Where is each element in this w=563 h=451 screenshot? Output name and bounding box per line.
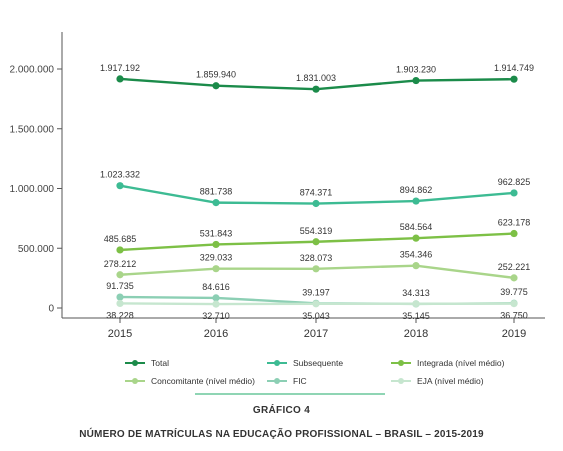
data-point (312, 199, 320, 208)
data-label: 1.917.192 (100, 63, 140, 73)
data-label: 328.073 (300, 253, 333, 263)
data-label: 874.371 (300, 188, 333, 198)
data-label: 554.319 (300, 226, 333, 236)
data-point (212, 265, 220, 273)
data-point (412, 76, 420, 85)
x-tick-label: 2018 (404, 328, 428, 340)
data-point (116, 299, 124, 308)
data-label: 584.564 (400, 222, 433, 232)
legend-swatch (391, 359, 411, 367)
data-point (412, 262, 420, 270)
legend-swatch (391, 377, 411, 385)
line-chart: 0 500.000 1.000.000 1.500.000 2.000.000 2015 2… (10, 32, 545, 340)
data-label: 1.859.940 (196, 70, 236, 80)
data-point (212, 240, 220, 249)
data-label: 623.178 (498, 218, 531, 228)
data-point (510, 189, 518, 197)
data-point (116, 293, 124, 301)
data-label: 84.616 (202, 282, 230, 292)
data-point (312, 300, 320, 308)
legend-item: EJA (nível médio) (391, 376, 484, 386)
data-point (212, 82, 220, 90)
data-label: 252.221 (498, 262, 531, 272)
data-label: 354.346 (400, 250, 433, 260)
y-tick-label: 1.500.000 (10, 124, 55, 135)
chart-data-labels: 1.917.192 1.859.940 1.831.003 1.903.230 1.91… (100, 63, 534, 321)
data-label: 531.843 (200, 228, 233, 238)
legend-label: Concomitante (nível médio) (151, 376, 255, 386)
data-point (510, 75, 518, 83)
data-point (510, 274, 518, 282)
data-point (312, 265, 320, 273)
data-label: 1.903.230 (396, 65, 436, 75)
data-point (510, 300, 518, 308)
caption-divider (195, 393, 385, 395)
data-label: 38.228 (106, 310, 134, 320)
chart-series (116, 75, 518, 308)
figure-title: NÚMERO DE MATRÍCULAS NA EDUCAÇÃO PROFISS… (79, 429, 484, 440)
data-label: 35.145 (402, 311, 430, 321)
legend-label: EJA (nível médio) (417, 376, 484, 386)
y-tick-label: 2.000.000 (10, 65, 55, 76)
data-point (312, 238, 320, 246)
data-point (412, 300, 420, 308)
data-label: 32.710 (202, 311, 230, 321)
legend-item: Subsequente (267, 358, 343, 368)
data-label: 91.735 (106, 281, 134, 291)
legend-item: Total (125, 358, 169, 368)
data-point (510, 229, 518, 238)
data-label: 36.750 (500, 311, 528, 321)
data-point (312, 85, 320, 93)
legend-item: Concomitante (nível médio) (125, 376, 255, 386)
data-label: 1.023.332 (100, 170, 140, 180)
data-label: 39.775 (500, 287, 528, 297)
data-label: 1.914.749 (494, 63, 534, 73)
data-label: 881.738 (200, 187, 233, 197)
data-point (212, 300, 220, 308)
data-point (212, 294, 220, 302)
y-tick-label: 0 (48, 304, 54, 315)
data-point (116, 246, 124, 254)
legend-label: FIC (293, 376, 307, 386)
x-tick-label: 2016 (204, 328, 228, 340)
figure-label: GRÁFICO 4 (252, 405, 311, 416)
y-tick-label: 1.000.000 (10, 184, 55, 195)
data-point (116, 271, 124, 279)
x-tick-label: 2015 (108, 328, 132, 340)
legend-label: Integrada (nível médio) (417, 358, 505, 368)
data-point (116, 75, 124, 83)
data-point (412, 197, 420, 205)
x-tick-label: 2017 (304, 328, 328, 340)
legend-swatch (125, 359, 145, 367)
data-point (412, 234, 420, 242)
legend-item: FIC (267, 376, 307, 386)
legend-swatch (125, 377, 145, 385)
data-point (116, 182, 124, 190)
data-label: 35.043 (302, 311, 330, 321)
legend-swatch (267, 377, 287, 385)
data-label: 329.033 (200, 253, 233, 263)
data-label: 894.862 (400, 185, 433, 195)
data-label: 485.685 (104, 234, 137, 244)
data-label: 1.831.003 (296, 73, 336, 83)
legend-label: Total (151, 358, 169, 368)
data-label: 278.212 (104, 259, 137, 269)
chart-axes: 0 500.000 1.000.000 1.500.000 2.000.000 2015 2… (10, 32, 545, 340)
x-tick-label: 2019 (502, 328, 526, 340)
data-label: 39.197 (302, 287, 330, 297)
data-point (212, 199, 220, 207)
y-tick-label: 500.000 (18, 244, 55, 255)
legend-swatch (267, 359, 287, 367)
data-label: 962.825 (498, 177, 531, 187)
legend-item: Integrada (nível médio) (391, 358, 504, 368)
legend-label: Subsequente (293, 358, 344, 368)
data-label: 34.313 (402, 288, 430, 298)
chart-legend: Total Subsequente Integrada (nível médio) C… (0, 350, 563, 390)
